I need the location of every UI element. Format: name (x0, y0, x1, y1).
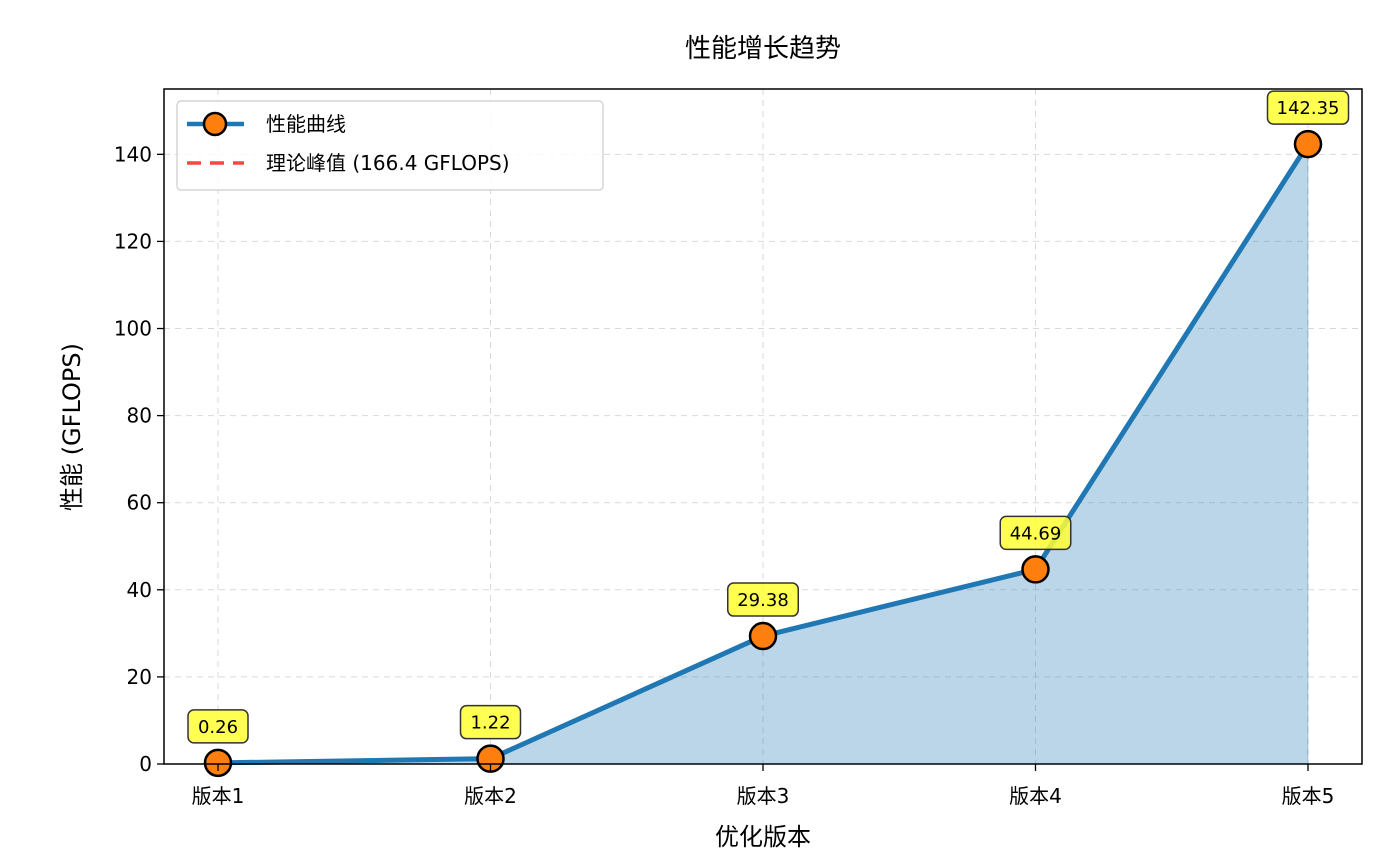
y-axis-ticks: 0 20 40 60 80 100 120 140 (114, 142, 164, 776)
data-label-box (727, 582, 799, 617)
legend-series-label: 性能曲线 (266, 112, 346, 136)
data-label-box (999, 515, 1072, 551)
data-label: 44.69 (999, 515, 1072, 551)
data-label: 0.26 (187, 709, 249, 744)
data-point-marker (1021, 555, 1050, 584)
data-label-text: 0.26 (198, 717, 238, 738)
x-axis-ticks: 版本1 版本2 版本3 版本4 版本5 (192, 764, 1335, 808)
x-tick-label: 版本2 (464, 784, 517, 808)
data-point-marker (748, 621, 778, 651)
y-tick-label: 60 (127, 491, 152, 515)
y-tick-label: 20 (127, 665, 152, 689)
y-axis-label: 性能 (GFLOPS) (58, 343, 86, 511)
data-label: 29.38 (727, 582, 799, 617)
legend-box (176, 100, 604, 191)
data-label: 1.22 (459, 704, 522, 740)
legend-reference-label: 理论峰值 (166.4 GFLOPS) (266, 151, 510, 175)
data-label-text: 1.22 (470, 713, 510, 734)
y-tick-label: 100 (114, 317, 152, 341)
chart-title: 性能增长趋势 (685, 34, 841, 64)
data-label-text: 29.38 (737, 590, 789, 611)
y-tick-label: 80 (127, 404, 152, 428)
data-point-marker (203, 748, 233, 778)
data-label: 142.35 (1266, 90, 1350, 125)
data-label-box (187, 709, 249, 744)
data-label-box (459, 704, 522, 740)
x-axis-label: 优化版本 (715, 823, 811, 851)
legend-marker-swatch (202, 111, 228, 137)
y-tick-label: 40 (127, 578, 152, 602)
legend: 性能曲线 理论峰值 (166.4 GFLOPS) (176, 100, 604, 191)
x-tick-label: 版本5 (1282, 784, 1335, 808)
x-tick-label: 版本4 (1009, 784, 1062, 808)
y-tick-label: 140 (114, 142, 152, 166)
data-labels-layer: 0.26 1.22 29.38 44.69 142.35 (187, 90, 1350, 744)
y-tick-label: 0 (139, 752, 152, 776)
data-label-box (1266, 90, 1350, 125)
data-point-marker (476, 744, 505, 773)
data-label-text: 142.35 (1277, 98, 1340, 119)
x-tick-label: 版本1 (192, 784, 245, 808)
markers-layer (203, 129, 1323, 778)
y-tick-label: 120 (114, 229, 152, 253)
x-tick-label: 版本3 (737, 784, 790, 808)
grid-lines (164, 89, 1362, 765)
data-label-text: 44.69 (1010, 523, 1062, 544)
data-point-marker (1293, 129, 1323, 159)
